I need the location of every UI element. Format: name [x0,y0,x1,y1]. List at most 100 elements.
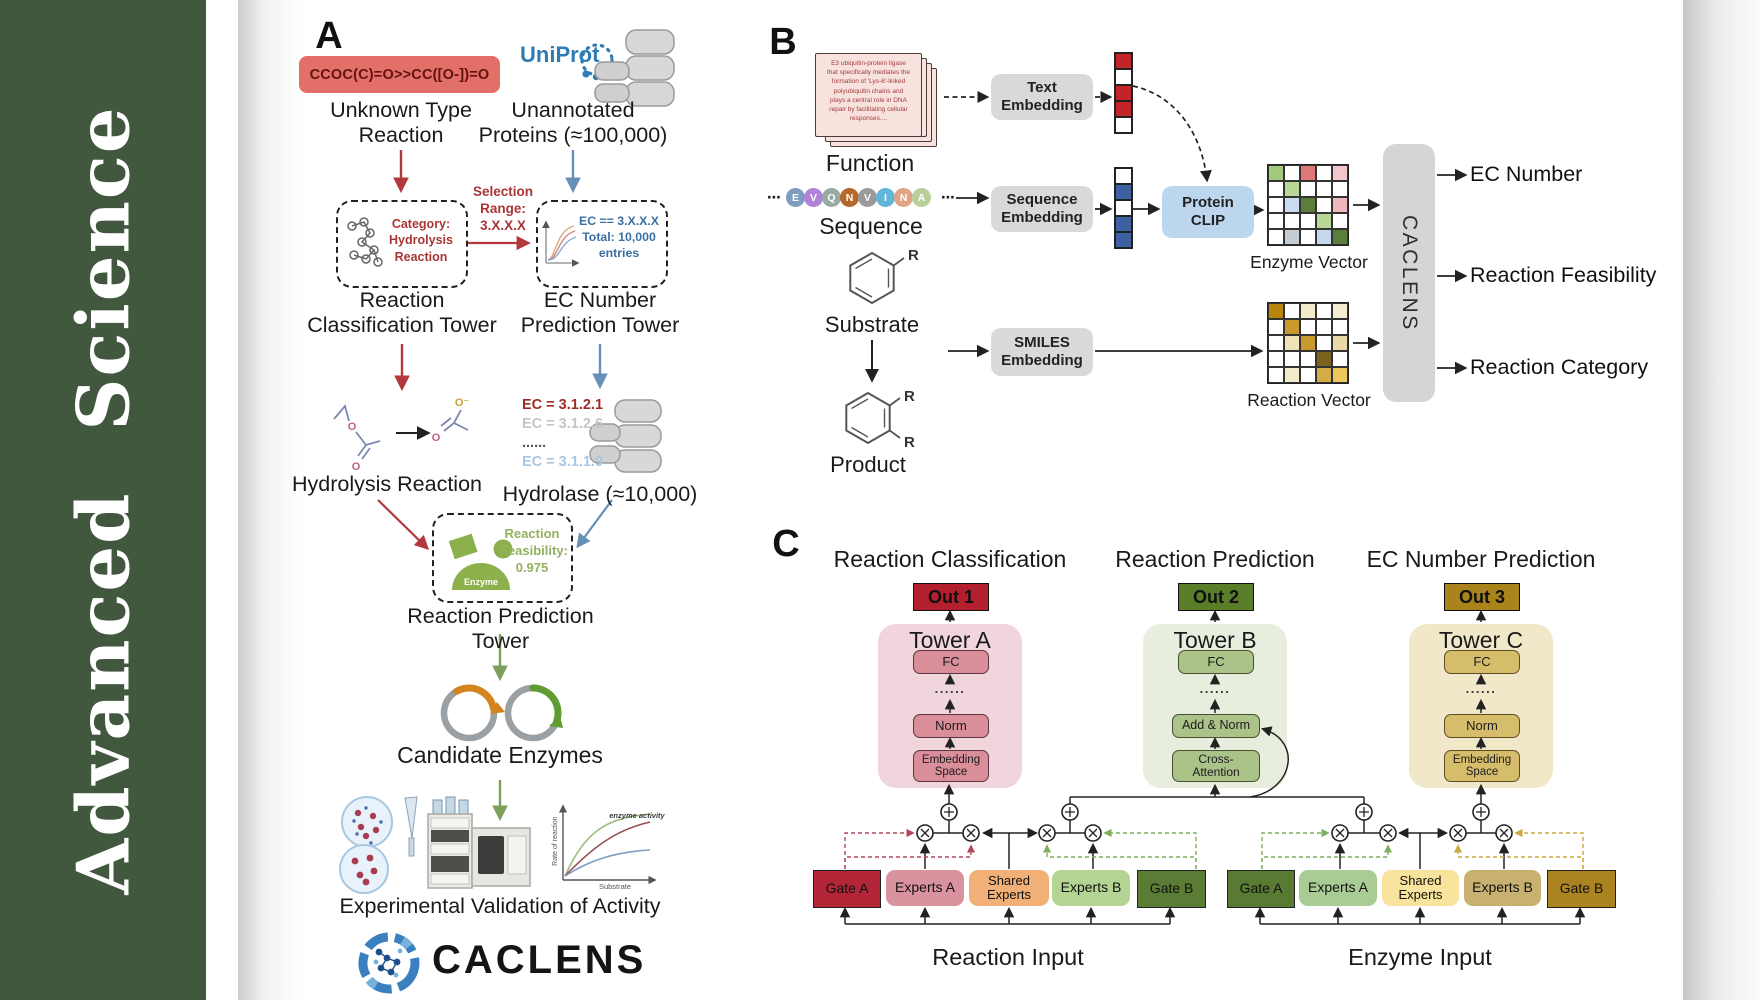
matrix-cell [1316,303,1332,319]
reaction-gate-a: Gate A [813,870,881,908]
tower-c-embedding-space: Embedding Space [1444,750,1520,782]
journal-title: Advanced Science [60,105,146,895]
page-shadow-left [238,0,304,1000]
sequence-embedding-vector [1114,167,1133,249]
tower-a-title: Tower A [909,627,991,653]
matrix-cell [1268,197,1284,213]
reaction-experts-a: Experts A [886,870,964,906]
matrix-cell [1316,367,1332,383]
matrix-cell [1332,335,1348,351]
caclens-emblem [358,932,420,994]
enzyme-gate-b: Gate B [1547,870,1616,908]
enzyme-input-label: Enzyme Input [1348,944,1492,970]
reaction-classification-box [336,200,468,288]
activity-xlabel: Substrate [598,882,632,891]
vector-cell [1115,69,1132,85]
matrix-cell [1332,303,1348,319]
panel-a-label: A [315,15,343,57]
activity-ylabel: Rate of reaction [551,816,559,866]
enzyme-gate-a: Gate A [1227,870,1295,908]
unknown-reaction-label: Unknown Type Reaction [330,98,472,148]
tower-a-fc: FC [913,650,989,674]
unannotated-proteins-label: Unannotated Proteins (≈100,000) [478,98,668,148]
header-reaction-classification: Reaction Classification [833,546,1067,572]
protein-clip-box: Protein CLIP [1162,186,1254,238]
reaction-input-label: Reaction Input [932,944,1084,970]
caclens-logo-text: CACLENS [432,938,647,982]
residue-circle: E [786,188,805,207]
header-reaction-prediction: Reaction Prediction [1115,546,1315,572]
reaction-vector-label: Reaction Vector [1247,390,1371,410]
enzyme-experts-b: Experts B [1464,870,1541,906]
residue-circle: V [858,188,877,207]
matrix-cell [1284,213,1300,229]
tower-a-dots: ...... [934,681,966,696]
matrix-cell [1268,367,1284,383]
reaction-shared-experts: Shared Experts [969,870,1049,906]
matrix-cell [1284,319,1300,335]
vector-cell [1115,53,1132,69]
enzyme-experts-a: Experts A [1299,870,1377,906]
smiles-string: CCOC(C)=O>>CC([O-])=O [309,66,490,83]
hydrolysis-molecules [333,404,469,460]
text-embedding-box: Text Embedding [991,74,1093,120]
reaction-vector-grid [1267,302,1349,384]
matrix-cell [1284,165,1300,181]
tower-b-dots: ...... [1199,681,1231,696]
matrix-cell [1316,165,1332,181]
tower-c-dots: ...... [1465,681,1497,696]
matrix-cell [1300,367,1316,383]
matrix-cell [1300,229,1316,245]
plasmid-icons [440,684,563,742]
oxygen-label: O [348,421,357,433]
oxygen-label: O [432,432,441,444]
substrate-label: Substrate [824,312,920,337]
ec-selection-box [536,200,668,288]
page-shadow-right [1683,0,1760,1000]
vector-cell [1115,101,1132,117]
residue-circle: Q [822,188,841,207]
residue-circle: I [876,188,895,207]
matrix-cell [1268,213,1284,229]
matrix-cell [1300,319,1316,335]
matrix-cell [1300,165,1316,181]
substrate-molecule [849,251,905,305]
sequence-label: Sequence [819,213,923,239]
residue-circle: N [894,188,913,207]
tower-b-title: Tower B [1173,627,1257,653]
product-r-group: R [904,388,915,405]
enzyme-vector-label: Enzyme Vector [1250,252,1368,272]
vector-cell [1115,232,1132,248]
matrix-cell [1300,335,1316,351]
enzyme-shared-experts: Shared Experts [1382,870,1459,906]
out2-box: Out 2 [1178,583,1254,611]
tower-a-embedding-space: Embedding Space [913,750,989,782]
hplc-instrument [427,796,531,889]
ec-item: EC = 3.1.2.1 [522,397,604,413]
hydrolase-label: Hydrolase (≈10,000) [502,482,698,506]
matrix-cell [1284,335,1300,351]
vector-cell [1115,85,1132,101]
vector-cell [1115,216,1132,232]
candidate-enzymes-label: Candidate Enzymes [397,742,603,768]
matrix-cell [1300,197,1316,213]
enzyme-blob-label: Enzyme [463,577,498,587]
matrix-cell [1316,229,1332,245]
sample-circles [339,796,418,894]
smiles-embedding-box: SMILES Embedding [991,328,1093,376]
feasibility-box [432,513,573,603]
ec-item: EC = 3.1.1.9 [522,454,604,470]
oxyanion-label: O⁻ [455,397,470,409]
tower-c-norm: Norm [1444,714,1520,738]
tower-c-fc: FC [1444,650,1520,674]
matrix-cell [1284,303,1300,319]
enzyme-vector-grid [1267,164,1349,246]
ec-number-list: EC = 3.1.2.1 EC = 3.1.2.6 ...... EC = 3.… [522,396,617,472]
matrix-cell [1332,367,1348,383]
multiply-add-operators [916,803,1513,842]
tower-b-fc: FC [1178,650,1254,674]
caclens-model-block: CACLENS [1383,144,1435,402]
classification-tower-label: Reaction Classification Tower [307,288,497,338]
matrix-cell [1268,335,1284,351]
